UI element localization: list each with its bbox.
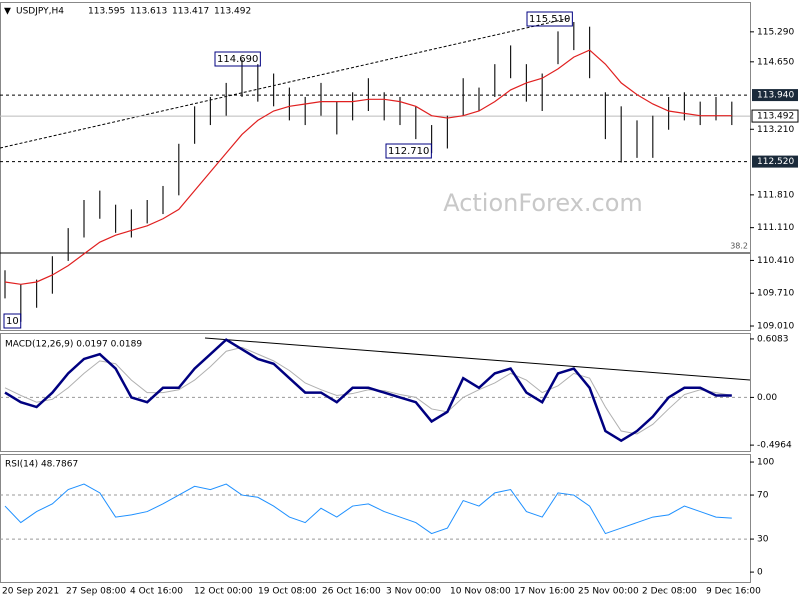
trend-line [0, 17, 571, 149]
x-tick-label: 10 Nov 08:00 [450, 587, 511, 597]
annotation-box [214, 51, 261, 67]
macd-trend-line [204, 337, 751, 381]
x-tick-label: 26 Oct 16:00 [322, 587, 381, 597]
y-tick-label: 109.010 [757, 322, 794, 332]
y-tick-label: 110.410 [757, 256, 794, 266]
x-tick-label: 3 Nov 00:00 [386, 587, 441, 597]
line-series [4, 49, 732, 285]
level-label: 113.940 [757, 91, 794, 101]
y-tick-label: 70 [757, 491, 769, 501]
x-tick-label: 2 Dec 08:00 [642, 587, 697, 597]
macd-title: MACD(12,26,9) 0.0197 0.0189 [5, 340, 142, 350]
fib-label: 38.2 [730, 241, 748, 250]
price-annotation: 10 [6, 316, 19, 327]
y-tick-label: 109.710 [757, 289, 794, 299]
price-annotation: 114.690 [217, 54, 258, 65]
current-label: 113.492 [757, 112, 794, 122]
y-tick-label: 30 [757, 535, 769, 545]
level-label: 112.520 [757, 157, 794, 167]
rsi-panel [0, 454, 751, 583]
macd-panel [0, 333, 751, 452]
header-value: 113.417 [172, 7, 209, 17]
x-tick-label: 20 Sep 2021 [2, 587, 59, 597]
y-tick-label: 111.110 [757, 223, 794, 233]
symbol: USDJPY,H4 [16, 7, 64, 17]
x-tick-label: 25 Nov 00:00 [578, 587, 639, 597]
x-tick-label: 9 Dec 16:00 [706, 587, 761, 597]
y-tick-label: 100 [757, 458, 774, 468]
y-tick-label: 0 [757, 568, 763, 578]
level-box [752, 155, 798, 168]
x-tick-label: 27 Sep 08:00 [66, 587, 126, 597]
x-tick-label: 17 Nov 16:00 [514, 587, 575, 597]
header-value: 113.595 [88, 7, 125, 17]
y-tick-label: 115.290 [757, 27, 794, 37]
watermark: ActionForex.com [443, 189, 643, 217]
y-tick-label: 111.810 [757, 190, 794, 200]
header-arrow: ▼ [4, 7, 11, 17]
y-tick-label: 114.650 [757, 57, 794, 67]
y-tick-label: -0.4964 [757, 441, 792, 451]
line-series [4, 338, 732, 443]
annotation-box [3, 313, 22, 329]
header-value: 113.492 [214, 7, 251, 17]
y-tick-label: 0.6083 [757, 334, 789, 344]
y-tick-label: 113.210 [757, 125, 794, 135]
x-tick-label: 4 Oct 16:00 [130, 587, 183, 597]
level-box [752, 89, 798, 102]
y-tick-label: 0.00 [757, 393, 777, 403]
x-tick-label: 12 Oct 00:00 [194, 587, 253, 597]
annotation-box [526, 11, 573, 27]
rsi-title: RSI(14) 48.7867 [5, 460, 78, 470]
price-annotation: 115.510 [529, 14, 570, 25]
annotation-box [385, 143, 432, 159]
line-series [4, 346, 732, 435]
line-series [4, 483, 732, 535]
x-tick-label: 19 Oct 08:00 [258, 587, 317, 597]
current-box [751, 109, 799, 123]
header-value: 113.613 [130, 7, 167, 17]
price-panel [0, 2, 751, 331]
price-annotation: 112.710 [388, 146, 429, 157]
